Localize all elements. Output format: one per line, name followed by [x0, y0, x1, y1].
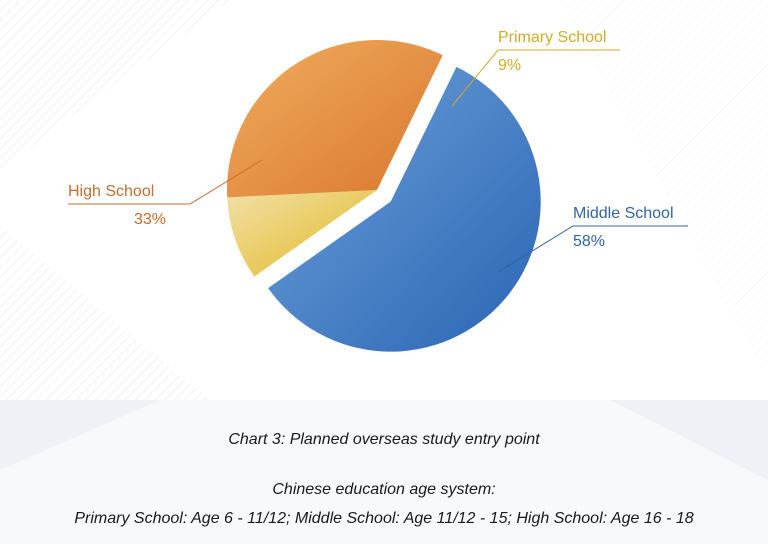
- leader-line-middle-school: [497, 225, 688, 273]
- age-system-heading: Chinese education age system:: [272, 481, 496, 498]
- slice-label-high-school: High School: [68, 183, 154, 200]
- age-system-details: Primary School: Age 6 - 11/12; Middle Sc…: [74, 510, 694, 527]
- slice-value-middle-school: 58%: [573, 233, 605, 250]
- pie-chart: Middle School 58% Primary School 9% High Sch…: [68, 29, 688, 352]
- slice-label-middle-school: Middle School: [573, 205, 674, 222]
- slice-label-primary-school: Primary School: [498, 29, 606, 46]
- pie-slice-primary-school: [227, 190, 377, 277]
- slice-value-high-school: 33%: [134, 211, 166, 228]
- pie-slice-middle-school: [268, 66, 541, 352]
- pie-slice-high-school: [227, 39, 443, 198]
- chart-title: Chart 3: Planned overseas study entry po…: [228, 431, 540, 448]
- slice-value-primary-school: 9%: [498, 57, 521, 74]
- leader-line-primary-school: [451, 49, 620, 107]
- leader-line-high-school: [68, 159, 263, 205]
